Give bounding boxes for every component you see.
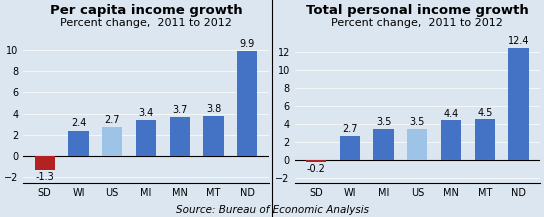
Title: Per capita income growth: Per capita income growth	[50, 4, 242, 17]
Text: -0.2: -0.2	[306, 164, 325, 174]
Text: 3.5: 3.5	[376, 117, 391, 127]
Text: Source: Bureau of Economic Analysis: Source: Bureau of Economic Analysis	[176, 205, 368, 215]
Text: Percent change,  2011 to 2012: Percent change, 2011 to 2012	[60, 18, 232, 28]
Title: Total personal income growth: Total personal income growth	[306, 4, 529, 17]
Bar	[237, 51, 257, 156]
Text: 4.4: 4.4	[443, 108, 459, 119]
Bar	[69, 131, 89, 156]
Bar	[136, 120, 156, 156]
Text: 4.5: 4.5	[477, 108, 492, 118]
Text: 2.7: 2.7	[342, 124, 357, 134]
Bar	[509, 48, 529, 160]
Text: Percent change,  2011 to 2012: Percent change, 2011 to 2012	[331, 18, 503, 28]
Bar	[170, 117, 190, 156]
Text: 3.8: 3.8	[206, 104, 221, 113]
Text: 3.4: 3.4	[138, 108, 153, 118]
Text: 2.4: 2.4	[71, 118, 86, 128]
Bar	[339, 136, 360, 160]
Bar	[35, 156, 55, 170]
Bar	[203, 116, 224, 156]
Text: 12.4: 12.4	[508, 36, 529, 46]
Text: -1.3: -1.3	[35, 172, 54, 182]
Bar	[373, 128, 394, 160]
Bar	[407, 128, 428, 160]
Bar	[306, 160, 326, 162]
Text: 3.5: 3.5	[410, 117, 425, 127]
Text: 3.7: 3.7	[172, 105, 188, 115]
Text: 2.7: 2.7	[104, 115, 120, 125]
Bar	[475, 120, 495, 160]
Bar	[441, 120, 461, 160]
Text: 9.9: 9.9	[239, 39, 255, 49]
Bar	[102, 127, 122, 156]
